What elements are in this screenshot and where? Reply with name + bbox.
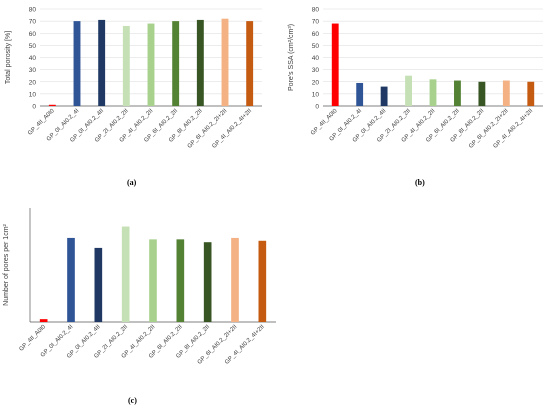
bar-6 <box>176 239 185 322</box>
y-tick-label: 0 <box>315 104 319 111</box>
y-tick-label: 30 <box>312 67 320 74</box>
y-axis-title: Number of pores per 1cm² <box>3 223 10 305</box>
bar-6 <box>172 21 180 106</box>
y-tick-label: 10 <box>29 91 37 98</box>
caption-a: (a) <box>127 178 137 187</box>
y-tick-label: 20 <box>29 79 37 86</box>
y-tick-label: 70 <box>312 19 320 26</box>
bar-3 <box>98 19 106 107</box>
y-tick-label: 0 <box>32 104 36 111</box>
y-tick-label: 60 <box>312 31 320 38</box>
y-tick-label: 40 <box>312 55 320 62</box>
bar-4 <box>121 226 130 322</box>
bar-5 <box>147 23 155 106</box>
bar-8 <box>502 80 510 106</box>
y-tick-label: 20 <box>312 79 320 86</box>
caption-c: (c) <box>128 396 137 405</box>
chart-number-of-pores: 01020304050607080Number of pores per 1cm… <box>0 198 290 383</box>
bar-1 <box>48 104 56 106</box>
bar-4 <box>405 75 412 106</box>
bar-4 <box>122 25 130 107</box>
chart-pore-ssa: 0 10 20 30 40 50 60 70 80 Pore's SSA (cm²/cm³) GP_… <box>285 0 550 170</box>
y-tick-label: 80 <box>312 7 320 14</box>
y-tick-label: 60 <box>29 31 37 38</box>
y-axis-title: Total porosity [%] <box>5 31 12 84</box>
bar-7 <box>196 19 204 107</box>
bar-1 <box>331 23 339 106</box>
y-tick-label: 80 <box>29 7 37 14</box>
bar-9 <box>246 21 254 106</box>
bar-5 <box>149 239 157 322</box>
y-tick-label: 50 <box>29 43 37 50</box>
y-axis-title: Pore's SSA (cm²/cm³) <box>288 24 295 91</box>
bar-8 <box>221 18 229 107</box>
y-tick-label: 30 <box>29 67 37 74</box>
y-tick-label: 70 <box>29 19 37 26</box>
x-tick-label: GP_4II_A0I0 <box>19 324 48 353</box>
bar-5 <box>429 79 437 106</box>
bar-1 <box>39 319 48 322</box>
bar-3 <box>94 247 103 322</box>
chart-total-porosity: 0 10 20 30 40 50 60 70 80 Total porosity [%] GP_4I… <box>0 0 270 170</box>
bar-6 <box>454 80 461 106</box>
bar-9 <box>258 240 267 322</box>
bar-3 <box>380 86 388 106</box>
y-tick-label: 40 <box>29 55 37 62</box>
caption-b: (b) <box>415 178 425 187</box>
bar-2 <box>356 82 364 106</box>
bar-2 <box>73 21 81 106</box>
chart-number-of-pores-svg: 01020304050607080Number of pores per 1cm… <box>3 208 276 366</box>
bar-2 <box>67 237 75 322</box>
bar-7 <box>478 81 486 106</box>
bar-8 <box>231 237 239 322</box>
y-tick-label: 10 <box>312 91 320 98</box>
bar-9 <box>527 81 535 106</box>
bar-7 <box>203 242 212 322</box>
y-tick-label: 50 <box>312 43 320 50</box>
